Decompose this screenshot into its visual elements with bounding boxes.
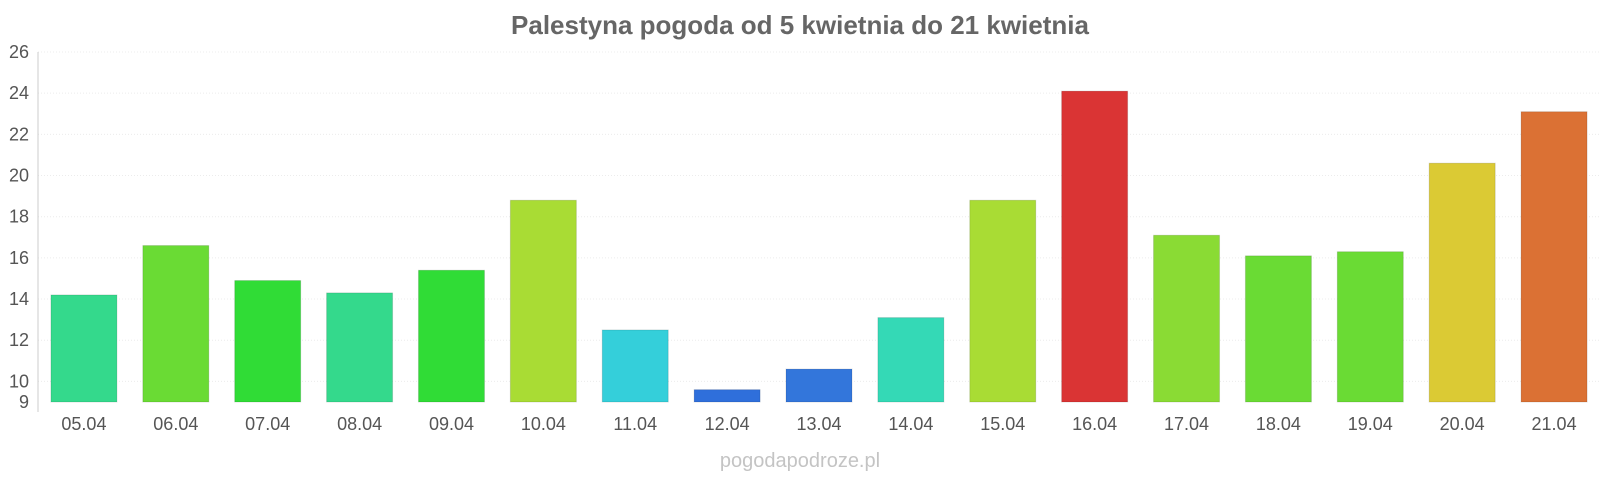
x-tick-label: 15.04 (980, 414, 1025, 434)
y-tick-label: 22 (9, 124, 29, 144)
y-tick-label: 10 (9, 371, 29, 391)
bar-11.04 (601, 329, 669, 403)
y-tick-label: 24 (9, 83, 29, 103)
bar-16.04 (1061, 90, 1129, 403)
bar-08.04 (326, 292, 394, 403)
y-tick-label: 12 (9, 330, 29, 350)
bar-15.04 (969, 199, 1037, 403)
x-tick-label: 07.04 (245, 414, 290, 434)
y-tick-label: 20 (9, 166, 29, 186)
x-tick-label: 17.04 (1164, 414, 1209, 434)
x-tick-label: 05.04 (61, 414, 106, 434)
bar-19.04 (1336, 251, 1404, 403)
y-tick-label: 16 (9, 248, 29, 268)
bar-05.04 (50, 294, 118, 403)
chart-title: Palestyna pogoda od 5 kwietnia do 21 kwi… (511, 10, 1089, 40)
x-tick-label: 06.04 (153, 414, 198, 434)
y-tick-label: 18 (9, 207, 29, 227)
bar-13.04 (785, 368, 853, 403)
bar-20.04 (1428, 162, 1496, 403)
x-tick-label: 20.04 (1440, 414, 1485, 434)
y-tick-label: 26 (9, 42, 29, 62)
x-tick-labels: 05.04 06.04 07.04 08.04 09.04 10.04 11.04 12.04… (61, 414, 1576, 434)
y-tick-label: 9 (19, 392, 29, 412)
x-tick-label: 11.04 (613, 414, 657, 434)
x-tick-label: 21.04 (1532, 414, 1577, 434)
bar-10.04 (509, 199, 577, 403)
bars (50, 90, 1588, 403)
bar-18.04 (1244, 255, 1312, 403)
x-tick-label: 08.04 (337, 414, 382, 434)
bar-09.04 (417, 269, 485, 403)
bar-12.04 (693, 389, 761, 403)
bar-14.04 (877, 317, 945, 403)
x-tick-label: 13.04 (796, 414, 841, 434)
x-tick-label: 14.04 (888, 414, 933, 434)
y-tick-labels: 910 12 14 16 18 20 22 24 26 (9, 42, 29, 412)
bar-06.04 (142, 245, 210, 403)
x-tick-label: 10.04 (521, 414, 566, 434)
watermark: pogodapodroze.pl (719, 450, 881, 472)
y-tick-label: 14 (9, 289, 29, 309)
bar-17.04 (1153, 234, 1221, 403)
bar-07.04 (234, 280, 302, 403)
x-tick-label: 18.04 (1256, 414, 1301, 434)
x-tick-label: 09.04 (429, 414, 474, 434)
x-tick-label: 16.04 (1072, 414, 1117, 434)
x-tick-label: 19.04 (1348, 414, 1393, 434)
x-tick-label: 12.04 (705, 414, 750, 434)
bar-21.04 (1520, 111, 1588, 403)
